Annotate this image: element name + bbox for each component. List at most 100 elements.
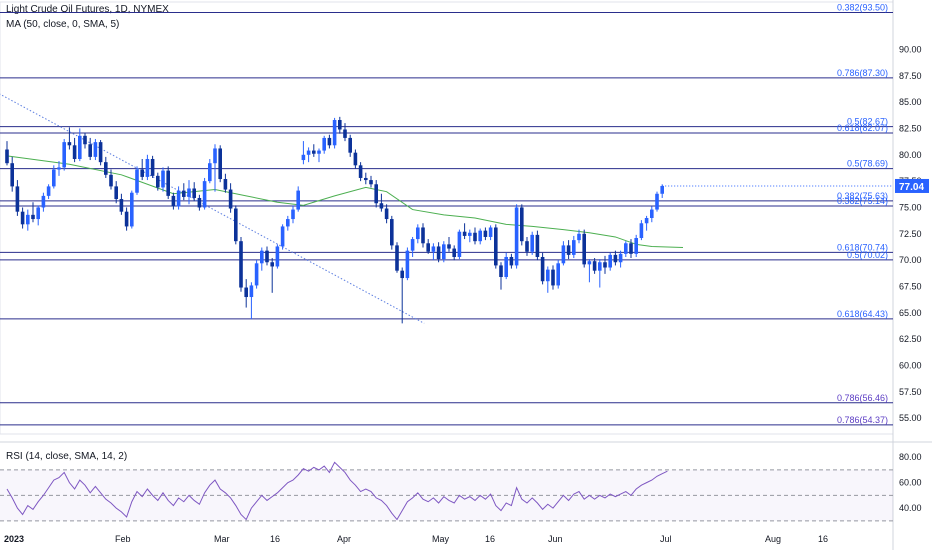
time-tick-label: Mar bbox=[214, 534, 230, 544]
candle bbox=[192, 182, 196, 202]
candle-body bbox=[182, 190, 186, 197]
last-price-badge bbox=[895, 178, 929, 193]
candle-body bbox=[192, 188, 196, 198]
candle-body bbox=[244, 287, 248, 298]
candle-body bbox=[296, 190, 300, 210]
candle-body bbox=[5, 149, 9, 164]
candle bbox=[119, 193, 124, 215]
candle-body bbox=[608, 254, 612, 268]
price-tick-label: 70.00 bbox=[899, 255, 922, 265]
candle bbox=[655, 191, 659, 212]
candle-body bbox=[260, 250, 264, 264]
candle bbox=[457, 229, 462, 260]
price-tick-label: 62.50 bbox=[899, 334, 922, 344]
candle bbox=[78, 128, 82, 162]
candle bbox=[473, 227, 477, 245]
price-tick-label: 55.00 bbox=[899, 413, 922, 423]
candle-body bbox=[306, 150, 311, 155]
candle-body bbox=[540, 256, 545, 282]
candle-body bbox=[494, 227, 498, 266]
candle-body bbox=[275, 246, 280, 267]
candle-body bbox=[660, 185, 664, 194]
candle-body bbox=[442, 244, 446, 260]
time-tick-label: May bbox=[432, 534, 450, 544]
candle bbox=[140, 158, 144, 181]
candle bbox=[156, 172, 160, 191]
candle bbox=[218, 145, 222, 183]
candle-body bbox=[197, 197, 202, 208]
candle-body bbox=[317, 150, 321, 154]
price-tick-label: 87.50 bbox=[899, 71, 922, 81]
candle bbox=[613, 250, 618, 266]
candle bbox=[426, 239, 430, 254]
candle bbox=[530, 231, 534, 255]
candle-body bbox=[499, 265, 503, 278]
candle-body bbox=[525, 241, 529, 252]
fib-label: 0.5(70.02) bbox=[847, 250, 888, 260]
candle-body bbox=[322, 137, 326, 151]
chart-title: Light Crude Oil Futures, 1D, NYMEX bbox=[6, 4, 169, 15]
candle bbox=[208, 158, 212, 184]
candle-body bbox=[343, 129, 347, 138]
candle bbox=[36, 205, 40, 226]
time-tick-label: 2023 bbox=[4, 534, 24, 544]
candle-body bbox=[239, 241, 243, 288]
price-tick-label: 90.00 bbox=[899, 44, 922, 54]
candle bbox=[577, 229, 581, 244]
candle bbox=[551, 265, 555, 290]
candle-body bbox=[20, 211, 25, 225]
candle bbox=[114, 181, 118, 204]
candle-body bbox=[327, 137, 332, 146]
candle-body bbox=[124, 211, 129, 227]
time-tick-label: Jul bbox=[660, 534, 672, 544]
candle-body bbox=[644, 218, 649, 224]
candle-body bbox=[447, 244, 451, 249]
ma-indicator-label: MA (50, close, 0, SMA, 5) bbox=[6, 19, 120, 30]
fib-label: 0.5(82.67) bbox=[847, 117, 888, 127]
candle-body bbox=[130, 192, 134, 227]
candle-body bbox=[202, 181, 207, 208]
candle-body bbox=[249, 285, 254, 298]
candle bbox=[57, 161, 61, 176]
fib-label: 0.5(78.69) bbox=[847, 159, 888, 169]
candle bbox=[499, 262, 503, 290]
candle-body bbox=[384, 208, 389, 220]
candle bbox=[15, 180, 20, 216]
candle bbox=[598, 259, 602, 288]
candle-body bbox=[483, 230, 488, 237]
candle-body bbox=[421, 227, 425, 244]
candle-body bbox=[509, 256, 514, 266]
candle bbox=[26, 209, 30, 231]
candle-body bbox=[36, 207, 40, 220]
candle bbox=[187, 180, 191, 205]
candle-body bbox=[228, 189, 233, 209]
price-axis: 90.0087.5085.0082.5080.0077.5075.0072.50… bbox=[662, 44, 929, 423]
candle bbox=[421, 223, 425, 248]
candle bbox=[228, 183, 233, 213]
candle bbox=[410, 236, 415, 257]
candle-body bbox=[598, 262, 602, 271]
candle bbox=[572, 235, 576, 259]
candle-body bbox=[286, 219, 290, 227]
candle bbox=[556, 260, 560, 289]
candle-body bbox=[603, 262, 607, 268]
candle bbox=[603, 255, 607, 274]
candle-body bbox=[312, 150, 316, 154]
candle bbox=[520, 204, 524, 246]
fibonacci-levels: 0.382(93.50)0.786(87.30)0.5(82.67)0.618(… bbox=[0, 3, 893, 426]
ma-line bbox=[6, 155, 684, 249]
candle-body bbox=[431, 246, 436, 252]
candle-body bbox=[535, 234, 540, 257]
fib-label: 0.382(93.50) bbox=[837, 3, 888, 13]
candle-body bbox=[83, 135, 87, 145]
candle-body bbox=[592, 261, 597, 271]
candle-body bbox=[478, 230, 482, 242]
candle-body bbox=[78, 135, 82, 159]
price-tick-label: 82.50 bbox=[899, 123, 922, 133]
moving-average bbox=[6, 155, 684, 249]
candle-body bbox=[468, 232, 472, 236]
candle bbox=[223, 173, 228, 193]
fib-label: 0.382(75.14) bbox=[837, 196, 888, 206]
candle-body bbox=[57, 167, 61, 170]
